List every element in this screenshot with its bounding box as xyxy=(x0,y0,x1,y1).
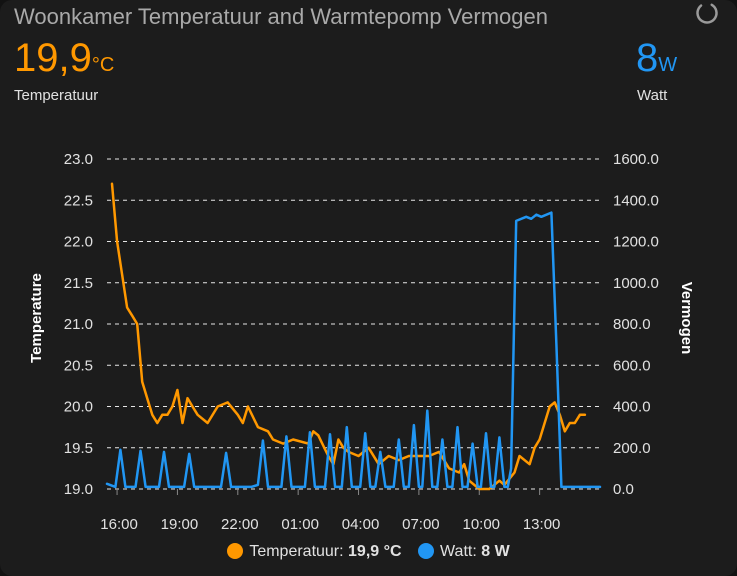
chart-legend: Temperatuur: 19,9 °C Watt: 8 W xyxy=(0,543,737,561)
y-left-tick-label: 22.0 xyxy=(64,234,93,251)
x-tick-label: 01:00 xyxy=(281,516,319,533)
x-tick-label: 16:00 xyxy=(100,516,138,533)
x-tick-label: 19:00 xyxy=(161,516,199,533)
temperature-value: 19,9 xyxy=(14,36,92,80)
card-title: Woonkamer Temperatuur and Warmtepomp Ver… xyxy=(14,4,548,29)
y-right-axis-title: Vermogen xyxy=(678,282,695,355)
y-right-tick-label: 1600.0 xyxy=(613,151,659,168)
legend-item-power[interactable]: Watt: 8 W xyxy=(418,543,510,561)
y-right-tick-label: 0.0 xyxy=(613,481,634,498)
y-left-tick-label: 20.0 xyxy=(64,399,93,416)
x-tick-label: 10:00 xyxy=(462,516,500,533)
legend-temperature-value: 19,9 °C xyxy=(348,543,402,560)
temperature-current: 19,9°C xyxy=(14,36,114,80)
y-left-tick-label: 21.5 xyxy=(64,275,93,292)
x-tick-label: 13:00 xyxy=(523,516,561,533)
temperature-unit: °C xyxy=(91,54,115,76)
power-current: 8W xyxy=(636,36,677,80)
y-left-tick-label: 21.0 xyxy=(64,316,93,333)
power-value: 8 xyxy=(636,36,659,80)
y-right-tick-label: 400.0 xyxy=(613,399,651,416)
y-right-tick-label: 1200.0 xyxy=(613,234,659,251)
y-left-tick-label: 23.0 xyxy=(64,151,93,168)
legend-power-value: 8 W xyxy=(481,543,510,560)
legend-dot-temperature-icon xyxy=(227,543,244,559)
y-right-tick-label: 1400.0 xyxy=(613,192,659,209)
x-tick-label: 07:00 xyxy=(402,516,440,533)
x-tick-label: 04:00 xyxy=(342,516,380,533)
loading-spinner-icon xyxy=(696,2,718,24)
y-left-tick-label: 19.0 xyxy=(64,481,93,498)
y-right-tick-label: 1000.0 xyxy=(613,275,659,292)
line-chart[interactable]: 19.0 19.5 20.0 20.5 21.0 21.5 22.0 22.5 23.0 0.0 2… xyxy=(0,120,737,540)
legend-power-name: Watt: xyxy=(440,543,477,560)
legend-dot-power-icon xyxy=(418,543,435,559)
y-right-tick-label: 200.0 xyxy=(613,440,651,457)
y-left-tick-label: 20.5 xyxy=(64,357,93,374)
y-left-tick-label: 22.5 xyxy=(64,192,93,209)
series-line-watt xyxy=(105,211,602,489)
x-tick-label: 22:00 xyxy=(221,516,259,533)
y-right-tick-label: 800.0 xyxy=(613,316,651,333)
power-label: Watt xyxy=(637,87,668,104)
y-right-tick-label: 600.0 xyxy=(613,357,651,374)
temperature-label: Temperatuur xyxy=(14,87,99,104)
legend-item-temperature[interactable]: Temperatuur: 19,9 °C xyxy=(227,543,402,561)
power-unit: W xyxy=(658,54,678,76)
legend-temperature-name: Temperatuur: xyxy=(249,543,344,560)
y-left-axis-title: Temperature xyxy=(28,273,45,363)
y-left-tick-label: 19.5 xyxy=(64,440,93,457)
